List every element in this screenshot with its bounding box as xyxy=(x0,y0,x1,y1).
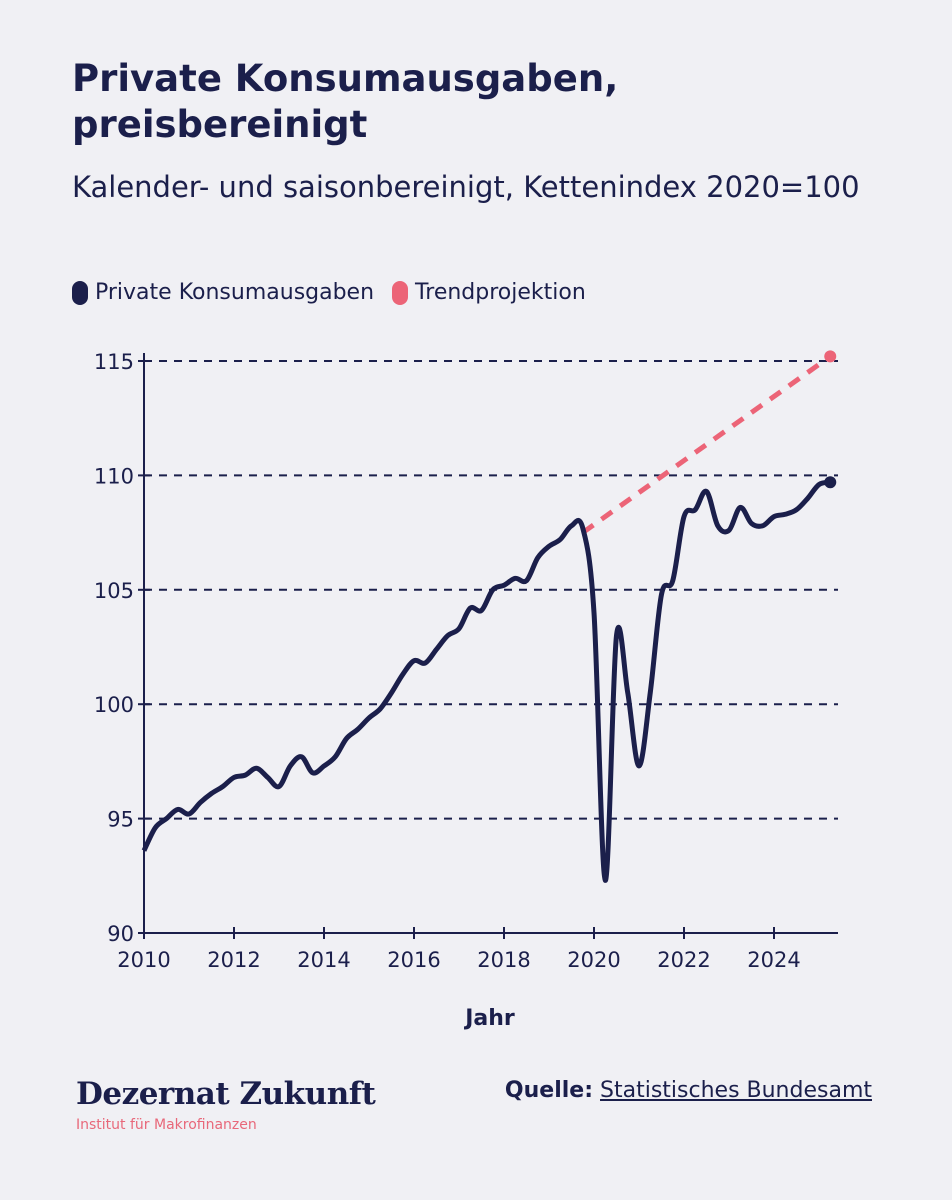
y-tick-label: 95 xyxy=(107,808,134,832)
legend-item-trend: Trendprojektion xyxy=(392,280,586,305)
trend-line xyxy=(581,354,832,535)
brand-subtitle: Institut für Makrofinanzen xyxy=(76,1117,257,1133)
x-tick-label: 2016 xyxy=(387,948,440,972)
y-tick-label: 115 xyxy=(94,350,134,374)
y-tick-label: 90 xyxy=(107,922,134,946)
consumption-line xyxy=(141,479,831,883)
trend-end-point xyxy=(824,350,837,363)
line-chart: 90 95 100 105 110 115 2010 2012 2014 2016 2018 2020… xyxy=(94,350,838,1031)
x-tick-label: 2024 xyxy=(747,948,800,972)
legend-item-consumption: Private Konsumausgaben xyxy=(72,280,374,305)
legend: Private Konsumausgaben Trendprojektion xyxy=(72,280,604,305)
x-tick-label: 2018 xyxy=(477,948,530,972)
source-label: Quelle: xyxy=(504,1078,594,1103)
x-tick-label: 2020 xyxy=(567,948,620,972)
x-tick-label: 2010 xyxy=(117,948,170,972)
brand-logo: Dezernat Zukunft xyxy=(76,1076,376,1112)
chart-title: Private Konsumausgaben, preisbereinigt xyxy=(72,57,619,146)
source-link[interactable]: Statistisches Bundesamt xyxy=(600,1078,872,1103)
x-tick-label: 2022 xyxy=(657,948,710,972)
source-note: Quelle: Statistisches Bundesamt xyxy=(505,1078,872,1103)
x-tick-label: 2014 xyxy=(297,948,350,972)
legend-swatch-icon xyxy=(392,280,409,305)
consumption-end-point xyxy=(824,476,837,489)
y-tick-label: 105 xyxy=(94,579,134,603)
y-tick-label: 110 xyxy=(94,464,134,488)
legend-label: Private Konsumausgaben xyxy=(95,280,375,305)
chart-subtitle: Kalender- und saisonbereinigt, Kettenind… xyxy=(72,170,860,204)
x-tick-label: 2012 xyxy=(207,948,260,972)
legend-label: Trendprojektion xyxy=(415,280,586,305)
y-tick-label: 100 xyxy=(94,693,134,717)
x-axis-label: Jahr xyxy=(463,1006,515,1031)
legend-swatch-icon xyxy=(72,280,88,305)
